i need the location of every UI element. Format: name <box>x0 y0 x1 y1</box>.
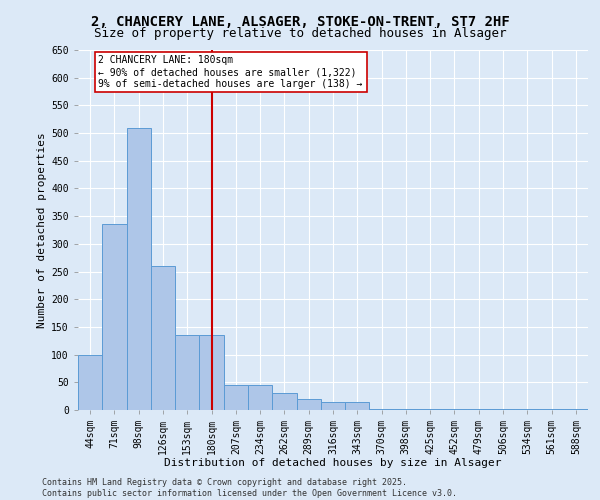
Bar <box>224 385 248 410</box>
Text: Contains HM Land Registry data © Crown copyright and database right 2025.
Contai: Contains HM Land Registry data © Crown c… <box>42 478 457 498</box>
Bar <box>102 224 127 410</box>
Bar <box>151 266 175 410</box>
Bar <box>175 335 199 410</box>
Bar <box>78 354 102 410</box>
Bar <box>272 394 296 410</box>
Bar <box>321 402 345 410</box>
Bar <box>296 399 321 410</box>
Text: Size of property relative to detached houses in Alsager: Size of property relative to detached ho… <box>94 28 506 40</box>
Bar <box>199 335 224 410</box>
Bar <box>127 128 151 410</box>
Text: 2 CHANCERY LANE: 180sqm
← 90% of detached houses are smaller (1,322)
9% of semi-: 2 CHANCERY LANE: 180sqm ← 90% of detache… <box>98 56 363 88</box>
Bar <box>345 402 370 410</box>
Bar <box>248 385 272 410</box>
Text: 2, CHANCERY LANE, ALSAGER, STOKE-ON-TRENT, ST7 2HF: 2, CHANCERY LANE, ALSAGER, STOKE-ON-TREN… <box>91 15 509 29</box>
Y-axis label: Number of detached properties: Number of detached properties <box>37 132 47 328</box>
X-axis label: Distribution of detached houses by size in Alsager: Distribution of detached houses by size … <box>164 458 502 468</box>
